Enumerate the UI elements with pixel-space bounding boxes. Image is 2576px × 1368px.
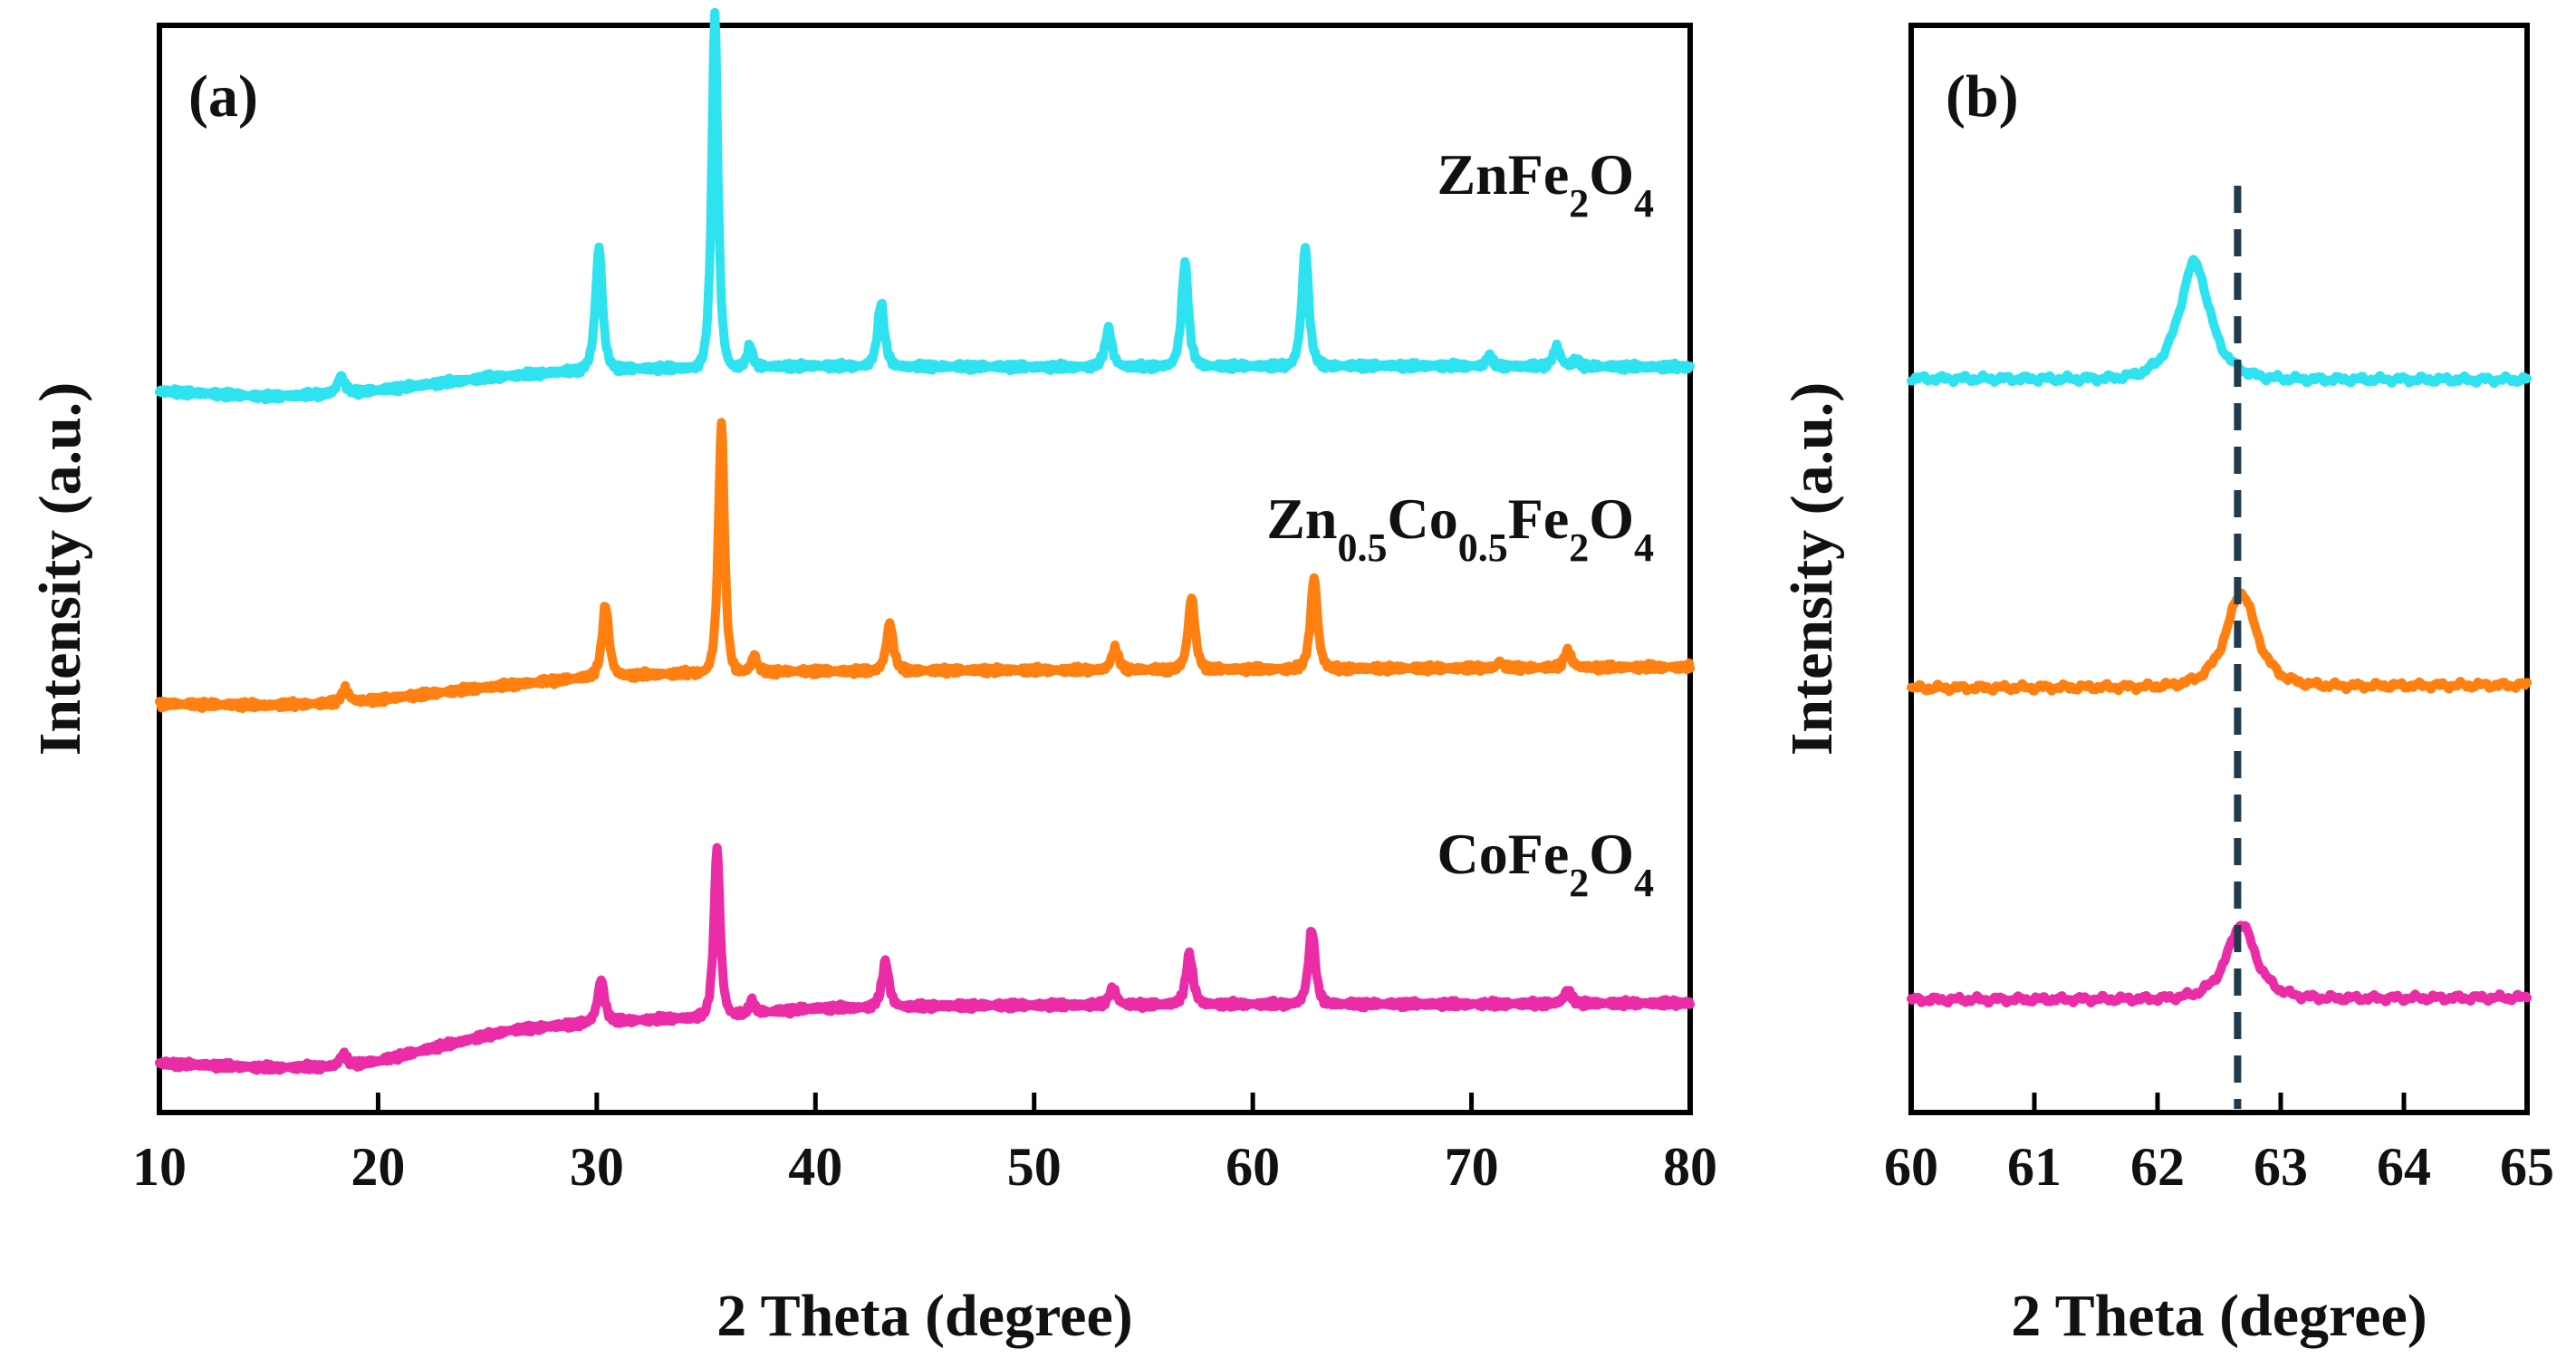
panel-a-x-tick-label: 60 bbox=[1226, 1137, 1280, 1197]
panel-b-x-tick-label: 64 bbox=[2377, 1137, 2431, 1197]
panel-a-frame bbox=[157, 23, 1693, 1115]
panel-b: 60 61 62 63 64 65 (b) 2 Theta (degree) Intens… bbox=[1779, 23, 2554, 1349]
series-label-cofe2o4: CoFe2O4 bbox=[1437, 822, 1655, 905]
series-label-znfe2o4: ZnFe2O4 bbox=[1437, 142, 1654, 226]
panel-b-x-tick-label: 60 bbox=[1884, 1137, 1938, 1197]
panel-b-traces bbox=[1907, 255, 2532, 1008]
panel-a-x-tick-label: 50 bbox=[1007, 1137, 1062, 1197]
panel-a-x-tick-label: 30 bbox=[570, 1137, 624, 1197]
panel-b-series-line-zn05co05fe2o4 bbox=[1907, 588, 2532, 697]
panel-a-x-tick-label: 20 bbox=[351, 1137, 405, 1197]
panel-b-y-axis-title: Intensity (a.u.) bbox=[1779, 382, 1845, 756]
panel-b-x-tick-label: 65 bbox=[2500, 1137, 2554, 1197]
panel-b-label: (b) bbox=[1946, 63, 2019, 130]
panel-b-series-line-cofe2o4 bbox=[1907, 920, 2532, 1008]
panel-b-series-line-znfe2o4 bbox=[1907, 255, 2532, 389]
panel-b-frame bbox=[1908, 23, 2530, 1115]
panel-a-traces bbox=[155, 7, 1695, 1075]
panel-a-y-axis-title: Intensity (a.u.) bbox=[27, 382, 93, 756]
panel-b-x-tick-label: 63 bbox=[2254, 1137, 2308, 1197]
panel-a: 10 20 30 40 50 60 70 80 (a) ZnFe2O4 Zn0.5Co0.5F… bbox=[27, 7, 1717, 1349]
panel-b-x-tick-label: 62 bbox=[2130, 1137, 2185, 1197]
panel-a-series-line-znfe2o4 bbox=[155, 7, 1695, 405]
panel-b-x-axis: 60 61 62 63 64 65 bbox=[1884, 1093, 2554, 1197]
panel-a-x-axis: 10 20 30 40 50 60 70 80 bbox=[132, 1093, 1717, 1197]
panel-a-series-line-cofe2o4 bbox=[155, 843, 1695, 1075]
panel-a-series-line-zn05co05fe2o4 bbox=[155, 418, 1695, 713]
panel-b-x-tick-label: 61 bbox=[2007, 1137, 2062, 1197]
series-label-zn05co05fe2o4: Zn0.5Co0.5Fe2O4 bbox=[1266, 487, 1654, 570]
panel-a-x-tick-label: 80 bbox=[1663, 1137, 1717, 1197]
panel-a-x-tick-label: 10 bbox=[132, 1137, 187, 1197]
panel-a-x-tick-label: 40 bbox=[788, 1137, 842, 1197]
panel-b-x-axis-title: 2 Theta (degree) bbox=[2011, 1283, 2427, 1349]
panel-a-label: (a) bbox=[188, 63, 258, 130]
panel-a-x-tick-label: 70 bbox=[1445, 1137, 1499, 1197]
panel-a-x-axis-title: 2 Theta (degree) bbox=[716, 1283, 1132, 1349]
